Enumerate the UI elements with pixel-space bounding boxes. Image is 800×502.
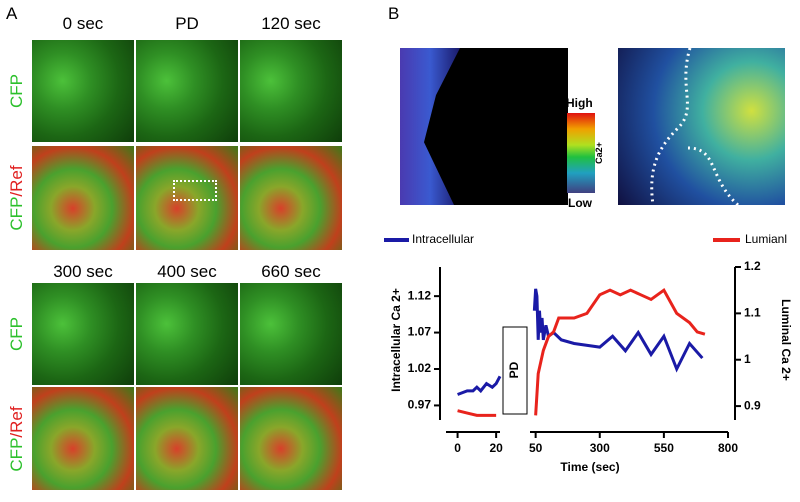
y2-tick-label: 1.2 [744,259,761,273]
time-label: 0 sec [62,14,104,33]
label-part: CFP [7,437,26,472]
micrograph [240,40,342,142]
y-tick-label: 1.07 [408,325,432,339]
panel-label: B [388,4,400,23]
micrograph [136,40,238,142]
y2-axis-title: Luminal Ca 2+ [779,299,793,381]
micrograph [32,40,134,142]
micrograph [240,283,342,385]
micrograph [240,387,342,490]
row-label: CFP [7,74,27,108]
micrograph [32,387,134,490]
row-label: CFP [7,317,27,351]
y-tick-label: 1.02 [408,361,432,375]
data-line [457,288,704,396]
y-axis-title: Intracellular Ca 2+ [389,288,403,392]
x-tick-label: 300 [590,441,610,455]
micrograph [32,146,134,250]
label-part: /Ref [7,405,26,438]
micrograph [136,283,238,385]
colorbar-low: Low [568,196,592,210]
label-part: CFP [7,317,26,351]
pd-box [502,326,528,415]
row-label: CFP/Ref [7,406,27,471]
pd-label: PD [507,361,521,378]
label-part: CFP [7,196,26,231]
panel-label: A [6,4,18,23]
time-label: 300 sec [53,262,113,281]
colorbar-high: High [566,96,593,110]
colorbar [567,113,595,193]
x-tick-label: 550 [654,441,674,455]
time-label: 660 sec [261,262,321,281]
x-tick-label: 800 [718,441,738,455]
time-label: 400 sec [157,262,217,281]
boundary [650,48,740,205]
label-part: /Ref [7,165,26,197]
micrograph [136,146,238,250]
ca-image [618,48,785,205]
y2-tick-label: 1 [744,352,751,366]
x-axis-title: Time (sec) [560,460,619,474]
time-label: PD [175,14,199,33]
x-tick-label: 50 [529,441,543,455]
x-tick-label: 20 [489,441,503,455]
roi-box [173,180,217,201]
micrograph [136,387,238,490]
legend-label: Intracellular [412,232,474,246]
data-line [457,287,706,417]
y-tick-label: 1.12 [408,288,432,302]
x-tick-label: 0 [454,441,461,455]
micrograph [32,283,134,385]
row-label: CFP/Ref [7,165,27,230]
legend-label: Lumianl [745,232,787,246]
y2-tick-label: 1.1 [744,306,761,320]
y-tick-label: 0.97 [408,398,432,412]
label-part: CFP [7,74,26,108]
y2-tick-label: 0.9 [744,398,761,412]
micrograph [240,146,342,250]
ca-image [400,48,568,205]
time-label: 120 sec [261,14,321,33]
